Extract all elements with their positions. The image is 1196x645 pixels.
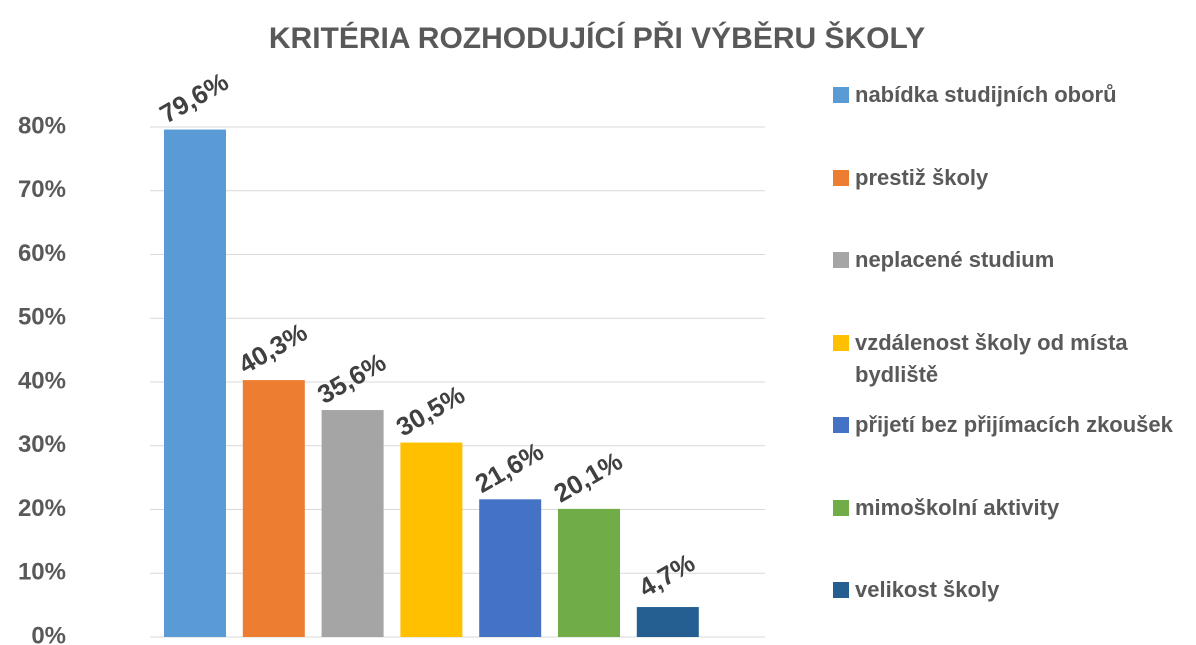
legend-label: nabídka studijních oborů [855, 82, 1117, 107]
legend-swatch [833, 499, 849, 516]
legend-swatch [833, 582, 849, 598]
y-tick-label: 0% [31, 622, 66, 645]
legend-item: prestiž školy [833, 162, 1188, 194]
chart-title: KRITÉRIA ROZHODUJÍCÍ PŘI VÝBĚRU ŠKOLY [269, 21, 925, 55]
legend-label: vzdálenost školy od místa bydliště [855, 329, 1128, 387]
data-label: 20,1% [549, 446, 628, 509]
legend-item: velikost školy [833, 574, 1188, 606]
bar [479, 499, 542, 637]
y-tick-label: 30% [18, 431, 66, 458]
legend-item: vzdálenost školy od místa bydliště [833, 327, 1188, 391]
legend-item: nabídka studijních oborů [833, 79, 1188, 111]
y-tick-label: 20% [18, 495, 66, 522]
data-label: 35,6% [312, 347, 391, 410]
y-tick-label: 80% [18, 112, 66, 139]
legend-swatch [833, 417, 849, 433]
legend-item: přijetí bez přijímacích zkoušek [833, 409, 1188, 441]
legend-item: mimoškolní aktivity [833, 492, 1188, 524]
bar [242, 380, 305, 637]
legend-label: mimoškolní aktivity [855, 494, 1060, 520]
data-label: 30,5% [391, 379, 470, 442]
data-label: 40,3% [233, 317, 312, 380]
legend-swatch [833, 169, 849, 186]
y-tick-label: 10% [18, 559, 66, 586]
bar [321, 410, 384, 637]
legend-swatch [833, 334, 849, 351]
legend-label: velikost školy [855, 577, 1000, 602]
bar [400, 442, 463, 637]
legend-label: přijetí bez přijímacích zkoušek [855, 412, 1173, 437]
y-tick-label: 60% [18, 240, 66, 267]
y-tick-label: 50% [18, 304, 66, 331]
bar [164, 129, 226, 638]
y-tick-label: 40% [18, 367, 66, 394]
legend-label: prestiž školy [855, 164, 989, 190]
bar [636, 607, 699, 637]
legend-item: neplacené studium [833, 244, 1188, 276]
y-tick-label: 70% [18, 176, 66, 203]
bar [558, 508, 620, 637]
legend-swatch [833, 87, 849, 103]
legend-label: neplacené studium [855, 247, 1055, 272]
data-label: 4,7% [634, 547, 700, 603]
data-label: 79,6% [155, 66, 234, 129]
legend-swatch [833, 252, 849, 268]
